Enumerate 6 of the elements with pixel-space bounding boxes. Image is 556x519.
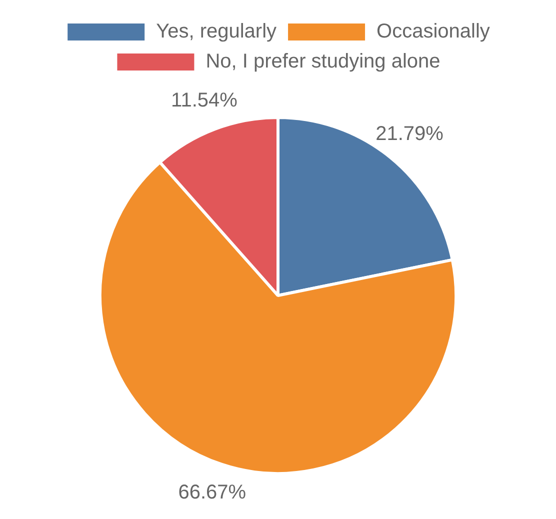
data-label: 11.54% <box>171 90 238 112</box>
legend-label: No, I prefer studying alone <box>206 50 440 73</box>
data-label: 21.79% <box>376 122 444 145</box>
legend-label: Yes, regularly <box>156 20 277 43</box>
data-label: 66.67% <box>178 481 246 504</box>
legend-label: Occasionally <box>376 20 490 43</box>
